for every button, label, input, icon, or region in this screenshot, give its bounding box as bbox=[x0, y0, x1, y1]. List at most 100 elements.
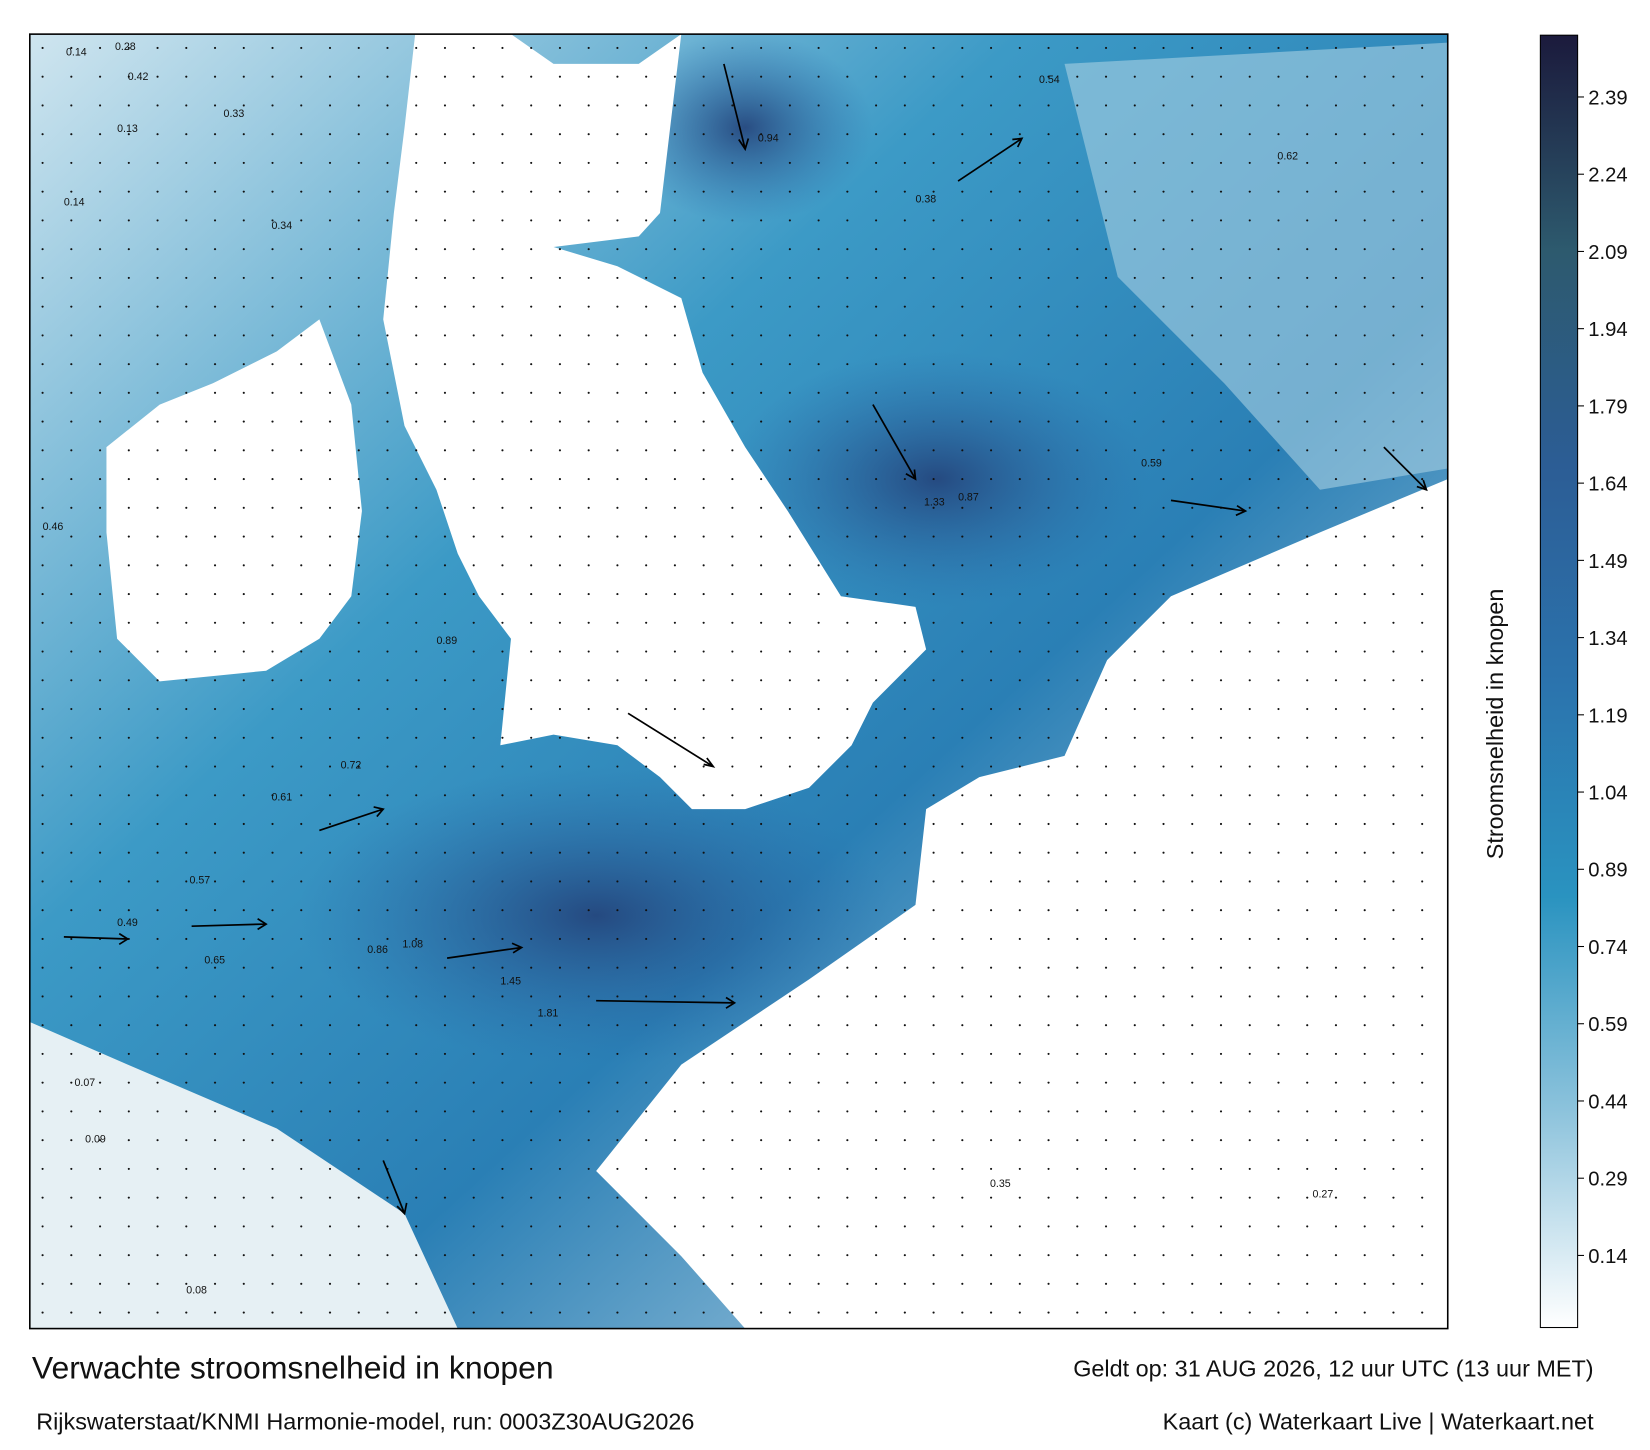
grid-dot bbox=[1162, 765, 1165, 768]
grid-dot bbox=[1162, 1311, 1165, 1314]
grid-dot bbox=[817, 794, 820, 797]
grid-dot bbox=[185, 46, 188, 50]
grid-dot bbox=[1306, 1225, 1309, 1228]
grid-dot bbox=[472, 478, 475, 481]
grid-dot bbox=[731, 593, 734, 596]
grid-dot bbox=[1421, 161, 1424, 164]
grid-dot bbox=[788, 880, 791, 883]
grid-dot bbox=[673, 363, 676, 366]
grid-dot bbox=[443, 478, 447, 481]
grid-dot bbox=[443, 420, 447, 423]
grid-dot bbox=[673, 650, 676, 653]
grid-dot bbox=[1076, 937, 1079, 941]
grid-dot bbox=[386, 650, 389, 653]
grid-dot bbox=[1421, 391, 1424, 394]
grid-dot bbox=[558, 506, 561, 509]
grid-dot bbox=[472, 391, 475, 394]
grid-dot bbox=[587, 1254, 590, 1257]
grid-dot bbox=[846, 707, 849, 711]
grid-dot bbox=[1248, 161, 1251, 164]
grid-dot bbox=[242, 1167, 245, 1170]
grid-dot bbox=[127, 276, 130, 279]
grid-dot bbox=[1334, 1139, 1338, 1142]
grid-dot bbox=[213, 1254, 217, 1257]
grid-dot bbox=[760, 190, 763, 193]
grid-dot bbox=[875, 161, 878, 164]
grid-dot bbox=[70, 621, 73, 624]
grid-dot bbox=[472, 1139, 475, 1142]
grid-dot bbox=[1306, 851, 1309, 854]
grid-dot bbox=[990, 707, 993, 711]
grid-dot bbox=[990, 995, 993, 998]
grid-dot bbox=[1363, 219, 1366, 222]
grid-dot bbox=[213, 1225, 217, 1228]
grid-dot bbox=[760, 161, 763, 164]
grid-dot bbox=[1334, 909, 1338, 912]
grid-dot bbox=[156, 937, 159, 941]
grid-dot bbox=[242, 1081, 245, 1084]
grid-dot bbox=[587, 564, 590, 567]
grid-dot bbox=[357, 478, 360, 481]
grid-dot bbox=[731, 1110, 734, 1113]
grid-dot bbox=[328, 966, 332, 969]
grid-dot bbox=[558, 794, 561, 797]
grid-dot bbox=[1133, 305, 1136, 308]
grid-dot bbox=[1018, 736, 1021, 739]
grid-dot bbox=[300, 478, 303, 481]
grid-dot bbox=[415, 1167, 418, 1170]
grid-dot bbox=[673, 1081, 676, 1084]
grid-dot bbox=[1219, 420, 1223, 423]
grid-dot bbox=[1248, 1081, 1251, 1084]
grid-dot bbox=[271, 736, 274, 739]
grid-dot bbox=[300, 276, 303, 279]
grid-dot bbox=[1191, 161, 1194, 164]
grid-dot bbox=[185, 880, 188, 883]
grid-dot bbox=[587, 46, 590, 50]
grid-dot bbox=[932, 133, 935, 136]
grid-dot bbox=[1392, 276, 1395, 279]
grid-dot bbox=[932, 1282, 935, 1285]
grid-dot bbox=[501, 736, 504, 739]
grid-dot bbox=[616, 650, 619, 653]
grid-dot bbox=[1162, 248, 1165, 251]
grid-dot bbox=[357, 1225, 360, 1228]
grid-dot bbox=[702, 707, 705, 711]
grid-dot bbox=[932, 966, 935, 969]
grid-dot bbox=[760, 1110, 763, 1113]
grid-dot bbox=[760, 46, 763, 50]
grid-dot bbox=[702, 1225, 705, 1228]
grid-dot bbox=[760, 1196, 763, 1199]
grid-dot bbox=[1104, 995, 1108, 998]
grid-dot bbox=[846, 1081, 849, 1084]
grid-dot bbox=[472, 1254, 475, 1257]
grid-dot bbox=[558, 104, 561, 107]
grid-dot bbox=[530, 219, 533, 222]
grid-dot bbox=[1277, 564, 1280, 567]
grid-dot bbox=[1248, 621, 1251, 624]
grid-dot bbox=[961, 650, 964, 653]
grid-dot bbox=[501, 1196, 504, 1199]
grid-dot bbox=[1047, 478, 1050, 481]
grid-dot bbox=[1076, 305, 1079, 308]
grid-dot bbox=[271, 1167, 274, 1170]
grid-dot bbox=[1076, 966, 1079, 969]
grid-dot bbox=[788, 937, 791, 941]
grid-dot bbox=[127, 966, 130, 969]
grid-dot bbox=[1219, 736, 1223, 739]
grid-dot bbox=[731, 305, 734, 308]
grid-dot bbox=[788, 46, 791, 50]
grid-dot bbox=[1248, 334, 1251, 337]
grid-dot bbox=[903, 593, 906, 596]
grid-dot bbox=[242, 679, 245, 682]
grid-dot bbox=[1104, 1052, 1108, 1055]
grid-dot bbox=[443, 679, 447, 682]
grid-dot bbox=[961, 334, 964, 337]
grid-dot bbox=[558, 1110, 561, 1113]
grid-dot bbox=[70, 650, 73, 653]
grid-dot bbox=[846, 909, 849, 912]
grid-dot bbox=[300, 995, 303, 998]
grid-dot bbox=[1306, 880, 1309, 883]
grid-dot bbox=[645, 1254, 648, 1257]
grid-dot bbox=[645, 1225, 648, 1228]
grid-dot bbox=[961, 535, 964, 538]
